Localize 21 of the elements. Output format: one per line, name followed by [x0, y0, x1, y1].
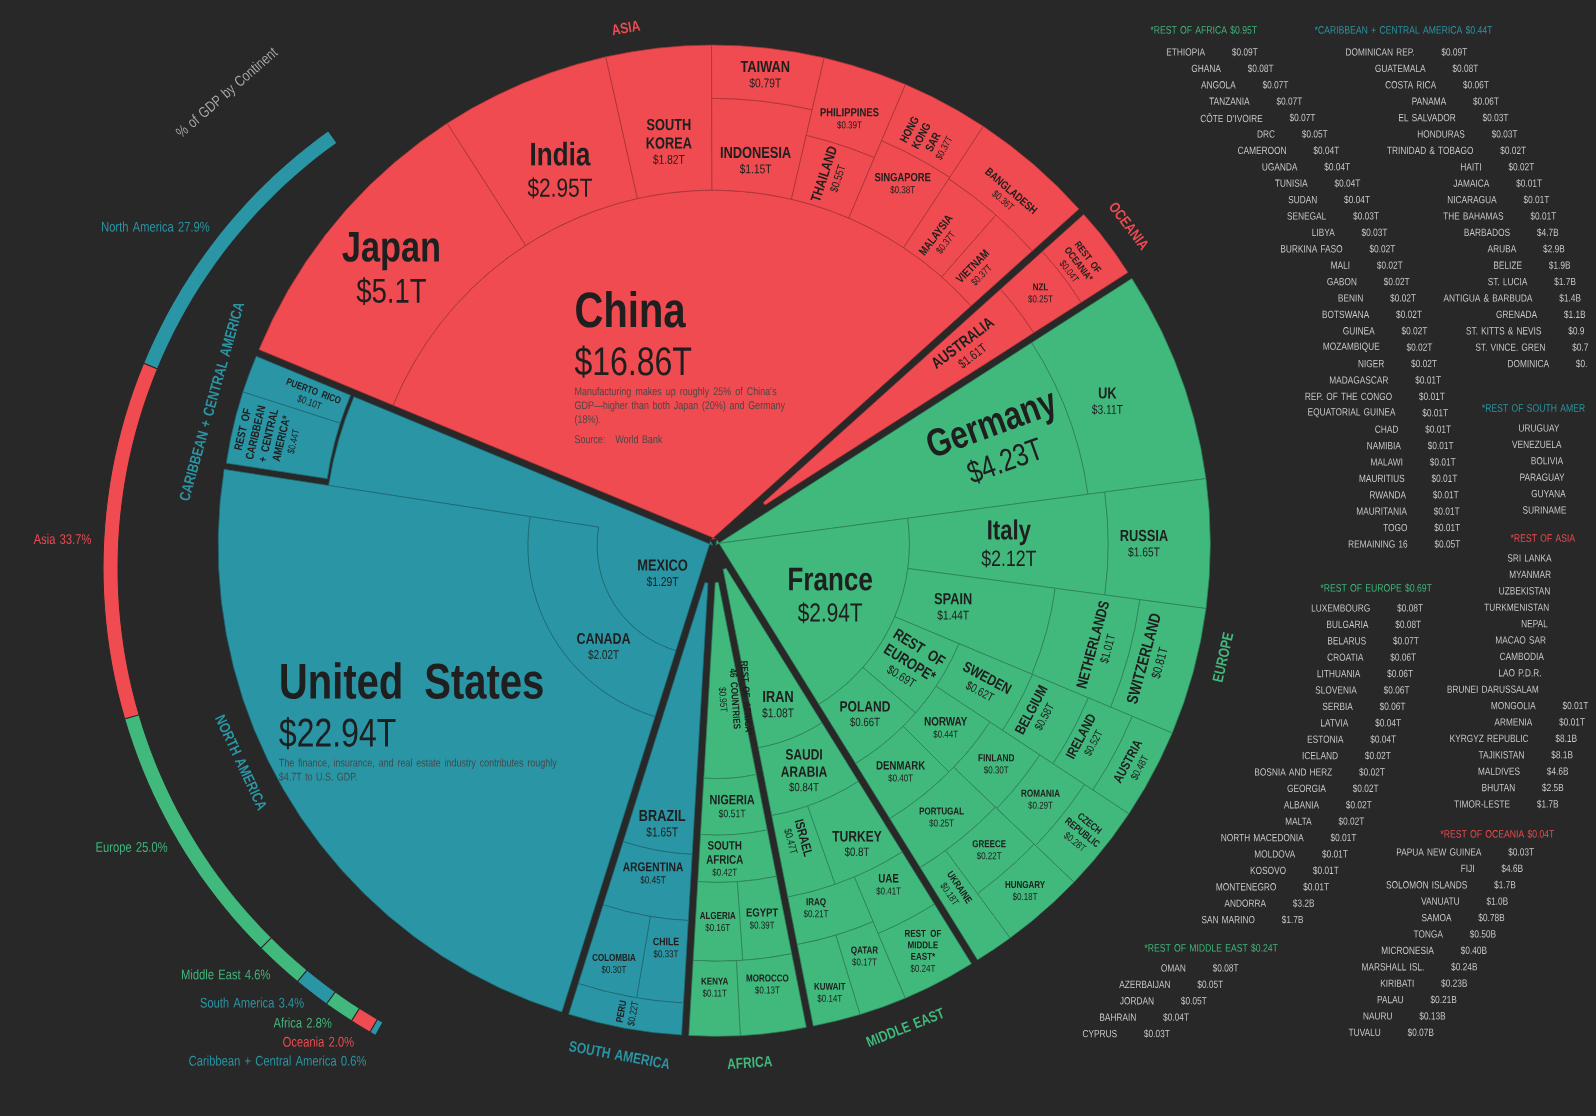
category-label: India [531, 141, 591, 166]
category-label: IRAN [763, 690, 793, 702]
category-label: UK [1098, 387, 1117, 399]
category-label: United States [281, 662, 543, 700]
category-label: China [576, 290, 686, 328]
category-label: SPAIN [934, 592, 972, 605]
category-label: RUSSIA [1120, 529, 1168, 542]
category-label: France [789, 567, 872, 591]
category-label: TAIWAN [740, 61, 790, 73]
data-label: $2.94T [797, 602, 863, 624]
category-label: MEXICO [638, 559, 688, 571]
data-label: $16.86T [574, 345, 692, 378]
data-label: $2.12T [981, 549, 1037, 568]
category-label: Italy [988, 519, 1031, 546]
category-label: BRAZIL [639, 810, 686, 822]
data-label: $22.94T [279, 716, 396, 750]
data-label: $5.1T [356, 277, 426, 306]
category-label: Japan [342, 231, 439, 271]
category-label: INDONESIA [720, 146, 791, 159]
data-label: $2.95T [527, 177, 592, 199]
category-label: SOUTH KOREA [646, 118, 692, 149]
